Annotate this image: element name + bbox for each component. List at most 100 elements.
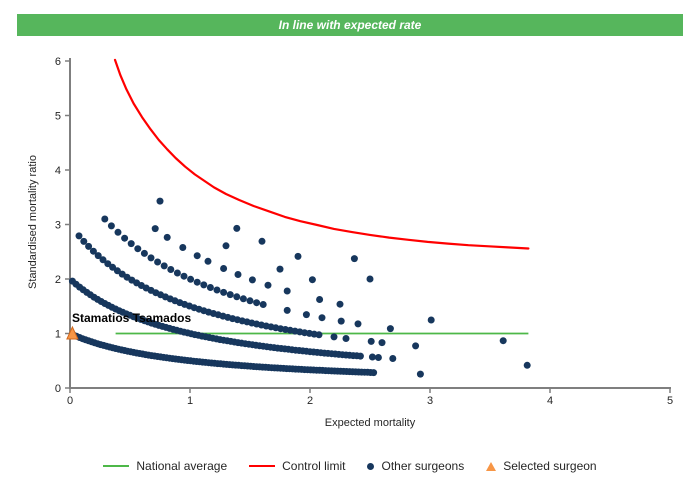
surgeon-point[interactable]: [378, 339, 386, 347]
surgeon-point[interactable]: [370, 369, 378, 377]
legend-item-control-limit: Control limit: [249, 459, 345, 473]
surgeon-point[interactable]: [75, 232, 83, 240]
surgeon-point[interactable]: [193, 252, 201, 260]
surgeon-point[interactable]: [101, 215, 109, 223]
surgeon-point[interactable]: [233, 293, 241, 301]
surgeon-point[interactable]: [354, 320, 362, 328]
surgeon-point[interactable]: [336, 300, 344, 308]
status-banner-text: In line with expected rate: [278, 18, 422, 32]
funnel-plot-svg: 0 1 2 3 4 5 0 1 2 3 4 5 6: [55, 56, 673, 407]
surgeon-point[interactable]: [356, 352, 364, 360]
x-tick-label: 0: [67, 395, 73, 407]
y-tick-label: 3: [55, 220, 61, 232]
surgeon-point[interactable]: [412, 342, 420, 350]
surgeon-point[interactable]: [151, 225, 159, 233]
surgeon-point[interactable]: [308, 276, 316, 284]
legend: National average Control limit Other sur…: [0, 459, 700, 473]
surgeon-point[interactable]: [427, 316, 435, 324]
surgeon-point[interactable]: [283, 306, 291, 314]
selected-surgeon-marker[interactable]: [66, 325, 79, 340]
surgeon-point[interactable]: [330, 333, 338, 341]
surgeon-point[interactable]: [389, 355, 397, 362]
surgeon-point[interactable]: [99, 256, 107, 264]
surgeon-point[interactable]: [366, 275, 374, 283]
surgeon-point[interactable]: [180, 272, 188, 280]
surgeon-point[interactable]: [246, 297, 254, 305]
surgeon-point[interactable]: [127, 240, 135, 248]
surgeon-point[interactable]: [114, 228, 122, 236]
surgeon-point[interactable]: [204, 257, 212, 265]
y-tick-label: 5: [55, 111, 61, 123]
surgeon-point[interactable]: [85, 242, 93, 250]
surgeon-point[interactable]: [416, 370, 424, 378]
surgeon-point[interactable]: [163, 233, 171, 241]
surgeon-point[interactable]: [213, 286, 221, 294]
surgeon-point[interactable]: [226, 291, 234, 299]
surgeon-point[interactable]: [302, 311, 310, 319]
selected-surgeon-label: Stamatios Tsamados: [72, 311, 192, 325]
status-banner: In line with expected rate: [17, 14, 683, 36]
surgeon-point[interactable]: [283, 287, 291, 295]
surgeon-point[interactable]: [248, 276, 256, 284]
surgeon-point[interactable]: [80, 237, 88, 245]
surgeon-point[interactable]: [337, 317, 345, 325]
x-axis-title: Expected mortality: [324, 417, 416, 429]
x-tick-label: 3: [427, 395, 433, 407]
surgeon-point[interactable]: [374, 354, 382, 361]
surgeon-point[interactable]: [316, 296, 324, 303]
national-average-line-swatch: [103, 465, 130, 467]
surgeon-point[interactable]: [104, 260, 112, 268]
surgeon-point[interactable]: [368, 353, 376, 361]
surgeon-point[interactable]: [233, 224, 241, 232]
surgeon-point[interactable]: [239, 295, 247, 303]
x-tick-label: 1: [187, 395, 193, 407]
surgeon-point[interactable]: [206, 284, 214, 291]
surgeon-point[interactable]: [107, 222, 115, 230]
surgeon-point[interactable]: [200, 281, 208, 289]
surgeon-point[interactable]: [89, 247, 97, 255]
surgeon-point[interactable]: [342, 335, 350, 342]
legend-label-control-limit: Control limit: [282, 459, 346, 473]
surgeon-point[interactable]: [179, 244, 187, 251]
y-tick-label: 2: [55, 274, 61, 286]
surgeon-point[interactable]: [222, 242, 230, 250]
surgeon-point[interactable]: [318, 314, 326, 322]
legend-label-selected-surgeon: Selected surgeon: [503, 459, 597, 473]
surgeon-point[interactable]: [167, 266, 175, 273]
y-tick-label: 1: [55, 329, 61, 341]
other-surgeons-dot-swatch: [367, 462, 375, 470]
surgeon-point[interactable]: [156, 197, 164, 205]
legend-item-selected-surgeon: Selected surgeon: [486, 459, 597, 473]
surgeon-point[interactable]: [193, 278, 201, 286]
surgeon-point[interactable]: [121, 234, 129, 242]
surgeon-point[interactable]: [276, 265, 284, 273]
surgeon-point[interactable]: [147, 254, 155, 262]
surgeon-point[interactable]: [386, 325, 394, 333]
surgeon-point[interactable]: [220, 288, 228, 296]
surgeon-point[interactable]: [109, 263, 117, 271]
surgeon-point[interactable]: [264, 281, 272, 289]
surgeon-point[interactable]: [253, 299, 261, 307]
surgeon-point[interactable]: [259, 301, 267, 308]
surgeon-point[interactable]: [350, 255, 358, 263]
surgeon-point[interactable]: [220, 265, 228, 272]
surgeon-point[interactable]: [234, 271, 242, 278]
surgeon-point[interactable]: [160, 262, 168, 270]
surgeon-point[interactable]: [367, 337, 375, 345]
surgeon-point[interactable]: [134, 245, 142, 253]
x-tick-label: 5: [667, 395, 673, 407]
surgeon-point[interactable]: [523, 361, 531, 369]
surgeon-point[interactable]: [315, 331, 323, 339]
surgeon-point[interactable]: [140, 249, 148, 257]
surgeon-point[interactable]: [154, 258, 162, 266]
y-tick-label: 6: [55, 56, 61, 68]
selected-surgeon-triangle-swatch: [486, 461, 497, 471]
surgeon-point[interactable]: [294, 252, 302, 260]
surgeon-point[interactable]: [499, 337, 507, 345]
y-axis-title: Standardised mortality ratio: [27, 155, 39, 289]
surgeon-point[interactable]: [187, 275, 195, 283]
surgeon-point[interactable]: [94, 252, 102, 260]
surgeon-point[interactable]: [258, 237, 266, 245]
surgeon-point[interactable]: [173, 269, 181, 277]
x-tick-label: 4: [547, 395, 553, 407]
